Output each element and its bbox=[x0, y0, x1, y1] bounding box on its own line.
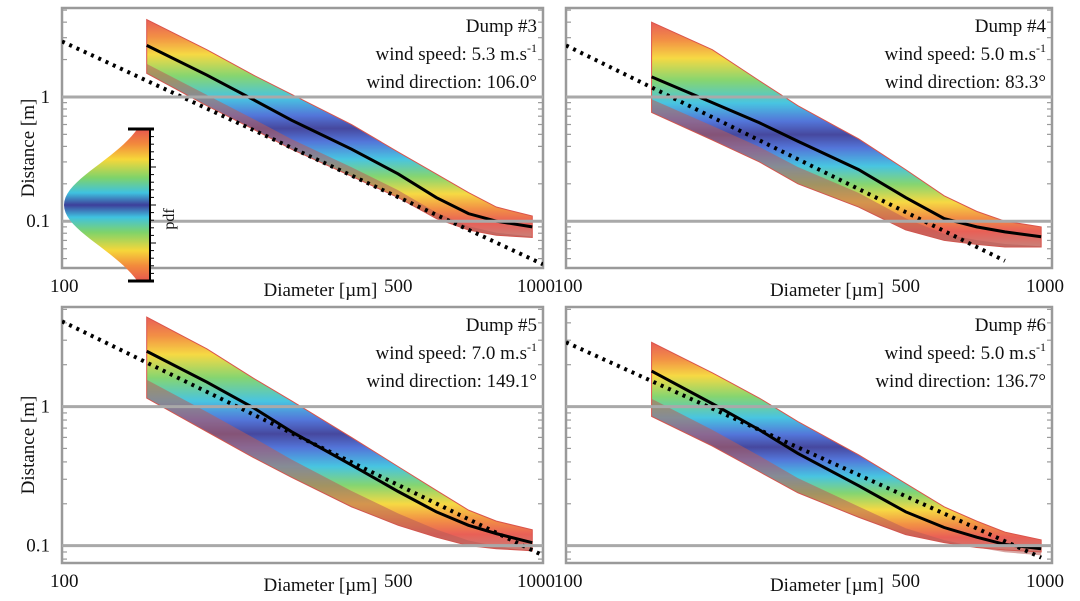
x-tick-label: 1000 bbox=[1026, 571, 1064, 592]
x-tick-label: 100 bbox=[50, 276, 79, 297]
dump-title: Dump #3 bbox=[466, 16, 537, 37]
fit-line bbox=[62, 39, 543, 267]
wind-direction-label: wind direction: 83.3° bbox=[885, 72, 1046, 93]
wind-speed-label: wind speed: 5.3 m.s bbox=[376, 44, 527, 65]
x-tick-label: 500 bbox=[891, 276, 920, 297]
x-tick-label: 500 bbox=[891, 571, 920, 592]
pdf-legend: pdf bbox=[64, 127, 178, 283]
wind-speed-unit-sup: -1 bbox=[1036, 41, 1046, 55]
y-axis-label: Distance [m] bbox=[18, 396, 39, 495]
y-tick-label: 0.1 bbox=[26, 536, 50, 557]
x-tick-label: 100 bbox=[50, 571, 79, 592]
wind-speed-unit-sup: -1 bbox=[1036, 340, 1046, 354]
y-axis-label: Distance [m] bbox=[18, 99, 39, 198]
x-axis-label: Diameter [µm] bbox=[263, 280, 377, 301]
x-tick-label: 500 bbox=[384, 276, 413, 297]
wind-direction-label: wind direction: 106.0° bbox=[366, 72, 537, 93]
wind-speed-unit-sup: -1 bbox=[527, 340, 537, 354]
chart-panel-2: 100 500 1000 Diameter [µm] Dump #4 wind speed… bbox=[554, 6, 1064, 301]
wind-direction-label: wind direction: 149.1° bbox=[366, 371, 537, 392]
dump-title: Dump #6 bbox=[975, 315, 1046, 336]
median-line bbox=[650, 75, 1042, 239]
x-tick-label: 500 bbox=[384, 571, 413, 592]
x-tick-label: 1000 bbox=[517, 276, 555, 297]
dump-title: Dump #4 bbox=[975, 16, 1047, 37]
fit-line bbox=[566, 340, 1042, 560]
wind-speed-label: wind speed: 7.0 m.s bbox=[376, 343, 527, 364]
wind-speed-label: wind speed: 5.0 m.s bbox=[885, 44, 1036, 65]
x-tick-label: 100 bbox=[554, 276, 583, 297]
wind-speed-unit-sup: -1 bbox=[527, 41, 537, 55]
wind-direction-label: wind direction: 136.7° bbox=[875, 371, 1046, 392]
x-axis-label: Diameter [µm] bbox=[770, 280, 884, 301]
fit-line bbox=[62, 319, 543, 558]
median-line bbox=[650, 369, 1042, 551]
pdf-label: pdf bbox=[161, 208, 178, 230]
y-tick-label: 0.1 bbox=[26, 211, 50, 232]
median-line bbox=[146, 349, 533, 545]
x-tick-label: 1000 bbox=[1026, 276, 1064, 297]
x-axis-label: Diameter [µm] bbox=[263, 575, 377, 596]
fit-line bbox=[566, 43, 1006, 263]
x-tick-label: 1000 bbox=[517, 571, 555, 592]
pdf-shape bbox=[64, 129, 150, 281]
y-tick-label: 1 bbox=[41, 397, 51, 418]
plot-area bbox=[566, 21, 1042, 263]
dump-title: Dump #5 bbox=[466, 315, 537, 336]
plot-area bbox=[62, 18, 543, 267]
x-tick-label: 100 bbox=[554, 571, 583, 592]
plot-area bbox=[62, 316, 543, 558]
wind-speed-label: wind speed: 5.0 m.s bbox=[885, 343, 1036, 364]
chart-panel-4: 100 500 1000 Diameter [µm] Dump #6 wind speed… bbox=[554, 305, 1064, 596]
median-line bbox=[146, 44, 533, 229]
y-tick-label: 1 bbox=[41, 87, 51, 108]
x-axis-label: Diameter [µm] bbox=[770, 575, 884, 596]
plot-area bbox=[566, 340, 1042, 560]
chart-panel-1: 1 0.1 100 500 1000 Diameter [µm] Distance [m] D… bbox=[18, 6, 555, 301]
